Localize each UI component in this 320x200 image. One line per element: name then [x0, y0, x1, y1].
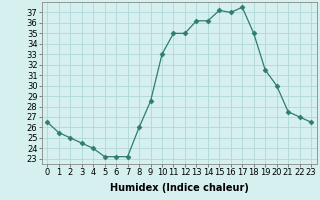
- X-axis label: Humidex (Indice chaleur): Humidex (Indice chaleur): [110, 183, 249, 193]
